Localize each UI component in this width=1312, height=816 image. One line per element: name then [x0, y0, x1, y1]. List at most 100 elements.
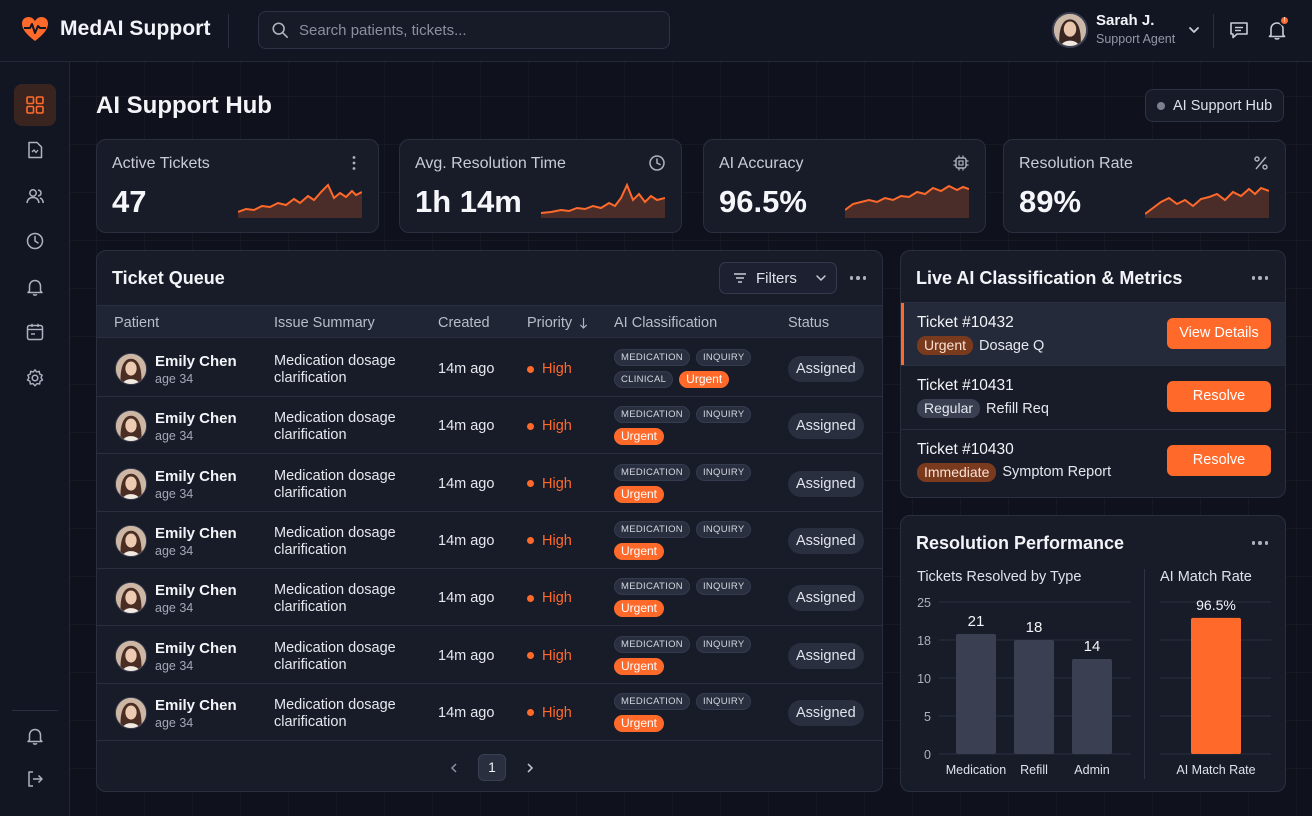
classification-tag: INQUIRY: [695, 406, 752, 424]
priority: High: [527, 590, 572, 606]
bar-ai-match-rate: [1191, 617, 1241, 754]
gear-icon: [26, 369, 44, 387]
table-row[interactable]: Emily Chen age 34 Medication dosage clarif…: [97, 569, 882, 627]
bell-icon[interactable]: [1266, 19, 1288, 41]
more-icon[interactable]: [345, 154, 363, 172]
table-row[interactable]: Emily Chen age 34 Medication dosage clarif…: [97, 627, 882, 684]
status-pill-label: AI Support Hub: [1173, 97, 1273, 114]
live-ticket-item[interactable]: Ticket #10431 Regular Refill Req Resolve: [901, 365, 1285, 428]
bar-medication: [956, 634, 996, 754]
patient-age: age 34: [155, 543, 194, 558]
chevron-down-icon[interactable]: [1187, 23, 1201, 37]
status-badge[interactable]: Assigned: [788, 642, 864, 669]
column-header[interactable]: Status: [788, 315, 830, 331]
status-badge[interactable]: Assigned: [788, 585, 864, 612]
sidebar-item-users[interactable]: [14, 175, 56, 217]
sidebar-item-calendar[interactable]: [14, 311, 56, 353]
classification-tag: MEDICATION: [614, 349, 690, 366]
priority-label: High: [542, 475, 572, 492]
more-icon[interactable]: [1247, 268, 1273, 288]
patient-name: Emily Chen: [155, 696, 237, 714]
sidebar-item-notifications[interactable]: [14, 715, 56, 757]
classification-tag: MEDICATION: [614, 406, 690, 424]
issue-summary: Medication dosage clarification: [274, 467, 396, 501]
status-badge[interactable]: Assigned: [788, 699, 864, 726]
patient-age: age 34: [155, 429, 194, 444]
status-badge[interactable]: Assigned: [788, 356, 864, 382]
created-time: 14m ago: [438, 418, 495, 435]
status-badge[interactable]: Assigned: [788, 413, 864, 440]
priority: High: [527, 361, 572, 377]
data-label: 96.5%: [1196, 597, 1236, 613]
issue-summary: Medication dosage clarification: [274, 353, 396, 386]
status-dot: [1157, 101, 1165, 110]
status-badge[interactable]: Assigned: [788, 470, 864, 497]
classification-tag: MEDICATION: [614, 635, 690, 653]
ai-classification: MEDICATION INQUIRY Urgent: [614, 406, 764, 446]
priority: High: [527, 533, 572, 549]
priority-label: High: [542, 418, 572, 435]
user-role: Support Agent: [1096, 31, 1176, 46]
live-ticket-item[interactable]: Ticket #10432 Urgent Dosage Q View Details: [901, 302, 1285, 366]
avatar: [115, 410, 147, 443]
priority-label: High: [542, 590, 572, 607]
classification-tag: MEDICATION: [614, 463, 690, 481]
column-header[interactable]: Created: [438, 315, 490, 331]
filters-button[interactable]: Filters: [719, 262, 837, 294]
classification-tag: INQUIRY: [695, 520, 752, 538]
user-menu[interactable]: Sarah J. Support Agent: [1052, 12, 1201, 48]
ticket-badge: Regular: [917, 399, 981, 419]
status-pill[interactable]: AI Support Hub: [1145, 89, 1285, 122]
divider: [1213, 14, 1214, 48]
ticket-id: Ticket #10430: [917, 440, 1014, 458]
stat-value: 47: [112, 184, 147, 219]
sidebar-item-logout[interactable]: [14, 758, 56, 800]
issue-summary: Medication dosage clarification: [274, 696, 396, 730]
more-icon[interactable]: [1247, 533, 1273, 553]
brand[interactable]: MedAI Support: [20, 14, 211, 44]
table-row[interactable]: Emily Chen age 34 Medication dosage clarif…: [97, 684, 882, 741]
table-row[interactable]: Emily Chen age 34 Medication dosage clarif…: [97, 512, 882, 569]
sidebar-item-settings[interactable]: [14, 357, 56, 399]
ticket-summary: Symptom Report: [1002, 464, 1112, 481]
chart-title: Tickets Resolved by Type: [917, 569, 1082, 585]
search-input[interactable]: [299, 21, 659, 39]
panel-title: Resolution Performance: [916, 533, 1125, 553]
page-number-button[interactable]: 1: [478, 754, 506, 781]
classification-tag: CLINICAL: [614, 371, 674, 388]
prev-page-button[interactable]: [444, 758, 464, 778]
more-icon[interactable]: [845, 268, 871, 288]
sidebar-item-dashboard[interactable]: [14, 84, 56, 126]
message-icon[interactable]: [1228, 19, 1250, 41]
urgent-tag: Urgent: [679, 371, 730, 388]
table-row[interactable]: Emily Chen age 34 Medication dosage clarif…: [97, 455, 882, 512]
column-header[interactable]: Issue Summary: [274, 315, 375, 331]
column-header[interactable]: Patient: [114, 315, 160, 331]
column-header-priority[interactable]: Priority: [527, 315, 589, 331]
sparkline: [1145, 186, 1269, 218]
ticket-id: Ticket #10432: [917, 314, 1014, 331]
view-details-button[interactable]: View Details: [1167, 318, 1271, 349]
sidebar-item-history[interactable]: [14, 220, 56, 262]
live-ticket-item[interactable]: Ticket #10430 Immediate Symptom Report Reso…: [901, 428, 1285, 492]
percent-icon: [1254, 156, 1268, 170]
priority: High: [527, 476, 572, 492]
table-row[interactable]: Emily Chen age 34 Medication dosage clarif…: [97, 397, 882, 455]
table-row[interactable]: Emily Chen age 34 Medication dosage clarif…: [97, 340, 882, 397]
logout-icon: [28, 771, 43, 787]
notification-badge: !: [1279, 15, 1290, 26]
sidebar-item-documents[interactable]: [14, 129, 56, 171]
sidebar-item-alerts[interactable]: [14, 266, 56, 308]
patient-age: age 34: [155, 715, 194, 730]
resolve-button[interactable]: Resolve: [1167, 444, 1271, 476]
priority-dot: [527, 480, 534, 488]
classification-tag: MEDICATION: [614, 692, 690, 710]
column-header[interactable]: AI Classification: [614, 315, 718, 331]
status-badge[interactable]: Assigned: [788, 527, 864, 554]
ai-classification: MEDICATION INQUIRY Urgent: [614, 463, 764, 503]
search-box[interactable]: [258, 11, 670, 49]
next-page-button[interactable]: [520, 758, 540, 778]
ai-classification: MEDICATION INQUIRY Urgent: [614, 578, 764, 618]
avatar: [115, 582, 147, 615]
resolve-button[interactable]: Resolve: [1167, 381, 1271, 413]
